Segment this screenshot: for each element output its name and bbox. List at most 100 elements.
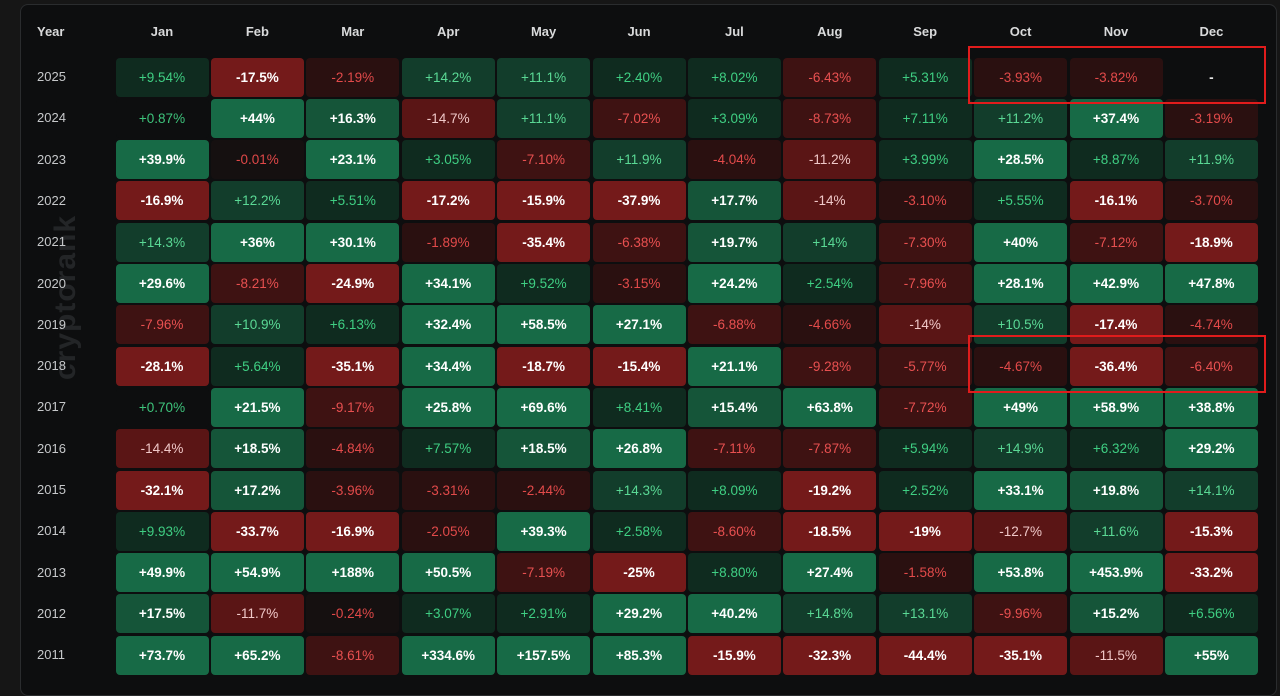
cell-2015-nov: +19.8% — [1069, 470, 1163, 510]
cell-2013-jan: +49.9% — [115, 553, 209, 593]
cell-2024-apr: -14.7% — [401, 98, 495, 138]
cell-2018-oct: -4.67% — [974, 346, 1068, 386]
cell-2020-sep: -7.96% — [878, 264, 972, 303]
cell-2016-jun: +26.8% — [592, 429, 686, 469]
cell-2011-aug: -32.3% — [783, 635, 877, 675]
cell-2015-may: -2.44% — [497, 470, 591, 510]
cell-2021-dec: -18.9% — [1164, 222, 1258, 262]
cell-2017-aug: +63.8% — [783, 387, 877, 427]
year-label-2014: 2014 — [37, 523, 66, 539]
cell-2023-apr: +3.05% — [401, 140, 495, 180]
cell-2014-nov: +11.6% — [1069, 511, 1163, 551]
cell-2024-may: +11.1% — [497, 98, 591, 138]
cell-2019-apr: +32.4% — [401, 305, 495, 345]
cell-2018-jul: +21.1% — [687, 346, 781, 386]
cell-2024-feb: +44% — [210, 98, 304, 138]
cell-2012-aug: +14.8% — [783, 594, 877, 634]
cell-2023-may: -7.10% — [497, 140, 591, 180]
cell-2012-may: +2.91% — [497, 594, 591, 634]
header-mar: Mar — [341, 24, 365, 39]
cell-2011-dec: +55% — [1164, 635, 1258, 675]
cell-2023-jun: +11.9% — [592, 140, 686, 180]
cell-2013-mar: +188% — [306, 553, 400, 593]
cell-2013-dec: -33.2% — [1164, 553, 1258, 593]
cell-2012-dec: +6.56% — [1164, 594, 1258, 634]
cell-2011-jan: +73.7% — [115, 635, 209, 675]
cell-2013-may: -7.19% — [497, 553, 591, 593]
cell-2016-apr: +7.57% — [401, 429, 495, 469]
cell-2022-jun: -37.9% — [592, 181, 686, 221]
cell-2016-jan: -14.4% — [115, 429, 209, 469]
cell-2015-sep: +2.52% — [878, 470, 972, 510]
cell-2014-feb: -33.7% — [210, 511, 304, 551]
cell-2022-apr: -17.2% — [401, 181, 495, 221]
header-oct: Oct — [1009, 24, 1032, 39]
cell-2017-may: +69.6% — [497, 387, 591, 427]
cell-2015-jan: -32.1% — [115, 470, 209, 510]
header-year: Year — [37, 24, 65, 39]
cell-2024-oct: +11.2% — [974, 98, 1068, 138]
year-label-2019: 2019 — [37, 316, 66, 332]
cell-2017-nov: +58.9% — [1069, 387, 1163, 427]
cell-2020-jun: -3.15% — [592, 264, 686, 303]
cell-2022-feb: +12.2% — [210, 181, 304, 221]
cell-2018-jan: -28.1% — [115, 346, 209, 386]
cell-2017-oct: +49% — [974, 387, 1068, 427]
cell-2019-aug: -4.66% — [783, 305, 877, 345]
cell-2022-aug: -14% — [783, 181, 877, 221]
cell-2025-jun: +2.40% — [592, 57, 686, 97]
cell-2015-dec: +14.1% — [1164, 470, 1258, 510]
header-may: May — [530, 24, 557, 39]
cell-2021-sep: -7.30% — [878, 222, 972, 262]
cell-2016-oct: +14.9% — [974, 429, 1068, 469]
cell-2016-nov: +6.32% — [1069, 429, 1163, 469]
cell-2022-jan: -16.9% — [115, 181, 209, 221]
cell-2014-may: +39.3% — [497, 511, 591, 551]
cell-2019-may: +58.5% — [497, 305, 591, 345]
cell-2015-feb: +17.2% — [210, 470, 304, 510]
cell-2016-sep: +5.94% — [878, 429, 972, 469]
cell-2020-mar: -24.9% — [306, 264, 400, 303]
cell-2017-jul: +15.4% — [687, 387, 781, 427]
cell-2025-dec: - — [1209, 69, 1214, 85]
cell-2012-jun: +29.2% — [592, 594, 686, 634]
cell-2014-sep: -19% — [878, 511, 972, 551]
cell-2020-aug: +2.54% — [783, 264, 877, 303]
header-sep: Sep — [913, 24, 938, 39]
cell-2012-nov: +15.2% — [1069, 594, 1163, 634]
year-label-2024: 2024 — [37, 110, 66, 126]
header-apr: Apr — [436, 24, 460, 39]
cell-2021-jan: +14.3% — [115, 222, 209, 262]
cell-2024-aug: -8.73% — [783, 98, 877, 138]
cell-2015-jun: +14.3% — [592, 470, 686, 510]
year-label-2025: 2025 — [37, 69, 66, 84]
cell-2011-may: +157.5% — [497, 635, 591, 675]
cell-2024-mar: +16.3% — [306, 98, 400, 138]
cell-2021-aug: +14% — [783, 222, 877, 262]
cell-2025-aug: -6.43% — [783, 57, 877, 97]
cell-2017-mar: -9.17% — [306, 387, 400, 427]
cell-2024-sep: +7.11% — [878, 98, 972, 138]
cell-2013-jun: -25% — [592, 553, 686, 593]
cell-2023-jul: -4.04% — [687, 140, 781, 180]
cell-2012-jan: +17.5% — [115, 594, 209, 634]
cell-2020-may: +9.52% — [497, 264, 591, 303]
cell-2015-oct: +33.1% — [974, 470, 1068, 510]
cell-2014-dec: -15.3% — [1164, 511, 1258, 551]
cell-2011-apr: +334.6% — [401, 635, 495, 675]
cell-2016-mar: -4.84% — [306, 429, 400, 469]
cell-2023-jan: +39.9% — [115, 140, 209, 180]
cell-2021-may: -35.4% — [497, 222, 591, 262]
cell-2018-dec: -6.40% — [1164, 346, 1258, 386]
cell-2023-dec: +11.9% — [1164, 140, 1258, 180]
cell-2021-feb: +36% — [210, 222, 304, 262]
cell-2011-feb: +65.2% — [210, 635, 304, 675]
cell-2025-nov: -3.82% — [1069, 57, 1163, 97]
header-jul: Jul — [724, 24, 744, 39]
cell-2016-jul: -7.11% — [687, 429, 781, 469]
cell-2025-feb: -17.5% — [210, 57, 304, 97]
cell-2013-oct: +53.8% — [974, 553, 1068, 593]
cell-2019-mar: +6.13% — [306, 305, 400, 345]
cell-2022-dec: -3.70% — [1164, 181, 1258, 221]
cell-2018-feb: +5.64% — [210, 346, 304, 386]
